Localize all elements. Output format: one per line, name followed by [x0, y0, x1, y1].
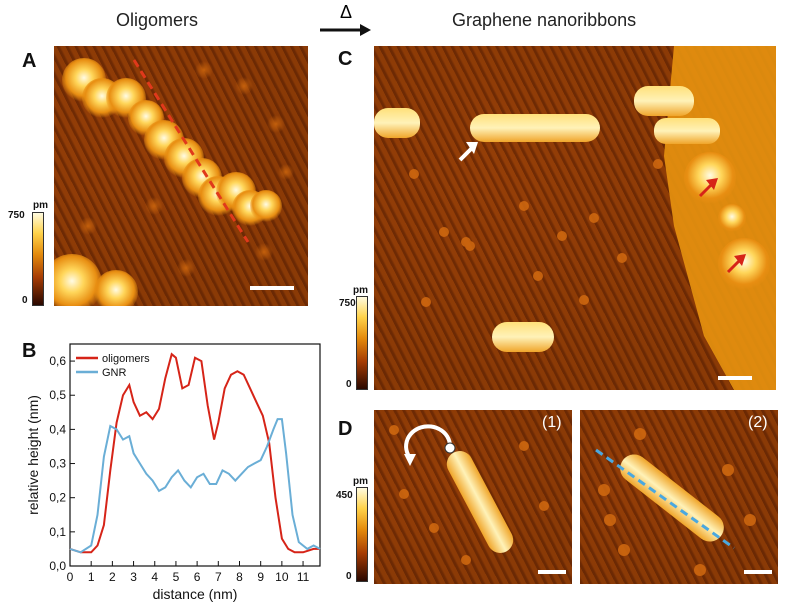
y-tick-label: 0,4 [49, 422, 66, 436]
subpanel-label-1: (1) [542, 414, 562, 431]
colorbar-a-min: 0 [22, 295, 28, 306]
title-oligomers: Oligomers [116, 10, 199, 30]
stm-image-d2: (2) [580, 410, 778, 584]
x-tick-label: 0 [67, 570, 74, 584]
x-tick-label: 1 [88, 570, 95, 584]
colorbar-a-max: 750 [8, 210, 25, 221]
y-tick-label: 0,3 [49, 457, 66, 471]
stm-image-nanoribbons [374, 46, 776, 390]
x-tick-label: 7 [215, 570, 222, 584]
nanoribbon [470, 114, 600, 142]
rotation-arrow-icon [404, 424, 456, 466]
legend-label-oligomers: oligomers [102, 353, 150, 365]
surface-adatoms-d2 [598, 428, 756, 576]
colorbar-c-max: 750 [339, 298, 356, 309]
nanoribbon-d2 [620, 454, 724, 542]
colorbar-d-min: 0 [346, 571, 352, 582]
plot-frame [69, 343, 321, 567]
colorbar-a [32, 212, 44, 306]
surface-adatoms [79, 61, 294, 277]
heating-arrow-icon [320, 24, 371, 36]
panel-label-b: B [22, 340, 37, 362]
x-tick-label: 11 [297, 570, 310, 584]
nanoribbon-short [492, 322, 554, 352]
y-axis-label: relative height (nm) [25, 395, 41, 515]
y-tick-label: 0,0 [49, 559, 66, 573]
x-tick-label: 10 [275, 570, 289, 584]
colorbar-c [356, 296, 368, 390]
series-line-gnr [69, 418, 321, 554]
subpanel-label-2: (2) [748, 414, 768, 431]
x-axis-label: distance (nm) [153, 586, 238, 602]
nanoribbon-cluster [634, 86, 694, 116]
legend-label-gnr: GNR [102, 367, 127, 379]
x-tick-label: 8 [236, 570, 243, 584]
panel-label-c: C [338, 48, 353, 70]
nanoribbon-d1 [446, 451, 514, 553]
x-tick-label: 2 [109, 570, 116, 584]
x-tick-label: 9 [257, 570, 264, 584]
height-profile-chart: 0 1 2 3 4 5 6 7 8 9 10 11 0,0 0,1 0,2 0,3 0,4 0,5 0,6 dista… [25, 343, 321, 602]
y-tick-label: 0,1 [49, 525, 66, 539]
height-profile-line [132, 59, 250, 243]
scale-bar-a [250, 286, 294, 290]
cluster-blob-2 [718, 204, 746, 232]
y-tick-label: 0,5 [49, 388, 66, 402]
surface-adatoms-d1 [389, 425, 549, 565]
surface-adatoms-c [409, 159, 663, 307]
y-tick-label: 0,6 [49, 354, 66, 368]
x-tick-label: 6 [194, 570, 201, 584]
stm-image-oligomers [54, 46, 308, 306]
nanoribbon-edge [374, 108, 420, 138]
colorbar-d-unit: pm [353, 476, 368, 487]
x-tick-label: 3 [130, 570, 137, 584]
colorbar-d [356, 487, 368, 582]
colorbar-c-unit: pm [353, 285, 368, 296]
oligomer-chain [54, 58, 282, 306]
cluster-blob-3 [718, 238, 770, 290]
scale-bar-c [718, 376, 752, 380]
colorbar-d-max: 450 [336, 490, 353, 501]
y-tick-label: 0,2 [49, 491, 66, 505]
panel-label-a: A [22, 50, 37, 72]
nanoribbon-cluster-2 [654, 118, 720, 144]
series-line-oligomers [69, 352, 320, 554]
x-tick-label: 4 [151, 570, 158, 584]
colorbar-c-min: 0 [346, 379, 352, 390]
cluster-blob-1 [684, 152, 736, 204]
delta-symbol: Δ [339, 2, 353, 22]
title-graphene-nanoribbons: Graphene nanoribbons [452, 10, 637, 30]
scale-bar-d1 [538, 570, 566, 574]
red-arrow-icon-2 [726, 254, 746, 274]
colorbar-a-unit: pm [33, 200, 48, 211]
x-tick-label: 5 [173, 570, 180, 584]
scale-bar-d2 [744, 570, 772, 574]
panel-label-d: D [338, 418, 353, 440]
stm-image-d1: (1) [374, 410, 572, 584]
height-profile-line-gnr [595, 448, 735, 550]
red-arrow-icon [698, 178, 718, 198]
white-arrow-icon [458, 142, 478, 162]
